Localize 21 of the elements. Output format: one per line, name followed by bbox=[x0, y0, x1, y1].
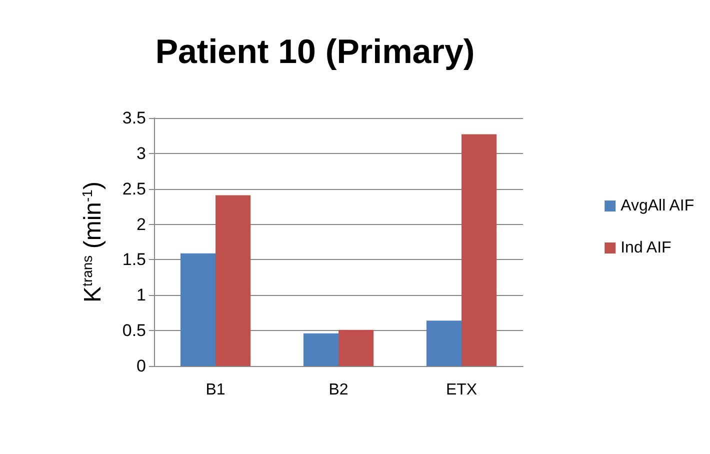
bar bbox=[426, 320, 462, 366]
y-tick-label: 2 bbox=[136, 214, 146, 234]
bar bbox=[462, 134, 497, 366]
bar bbox=[180, 253, 216, 366]
legend-label: Ind AIF bbox=[620, 240, 672, 256]
bar bbox=[338, 330, 374, 366]
x-tick-label: B1 bbox=[206, 382, 226, 398]
y-tick-label: 0 bbox=[136, 356, 146, 376]
x-tick-label: ETX bbox=[446, 382, 478, 398]
y-tick-label: 1.5 bbox=[122, 250, 146, 270]
y-axis-title: Ktrans (min-1) bbox=[79, 182, 106, 302]
y-tick-label: 3.5 bbox=[122, 108, 146, 128]
y-tick-label: 1 bbox=[136, 286, 146, 305]
y-tick-label: 2.5 bbox=[122, 179, 146, 198]
x-tick-label: B2 bbox=[328, 382, 348, 398]
y-tick-label: 3 bbox=[136, 144, 146, 163]
legend-label: AvgAll AIF bbox=[620, 198, 694, 214]
bar bbox=[303, 333, 338, 366]
chart-title: Patient 10 (Primary) bbox=[155, 33, 475, 71]
y-tick-label: 0.5 bbox=[122, 321, 146, 340]
bar bbox=[216, 195, 251, 366]
